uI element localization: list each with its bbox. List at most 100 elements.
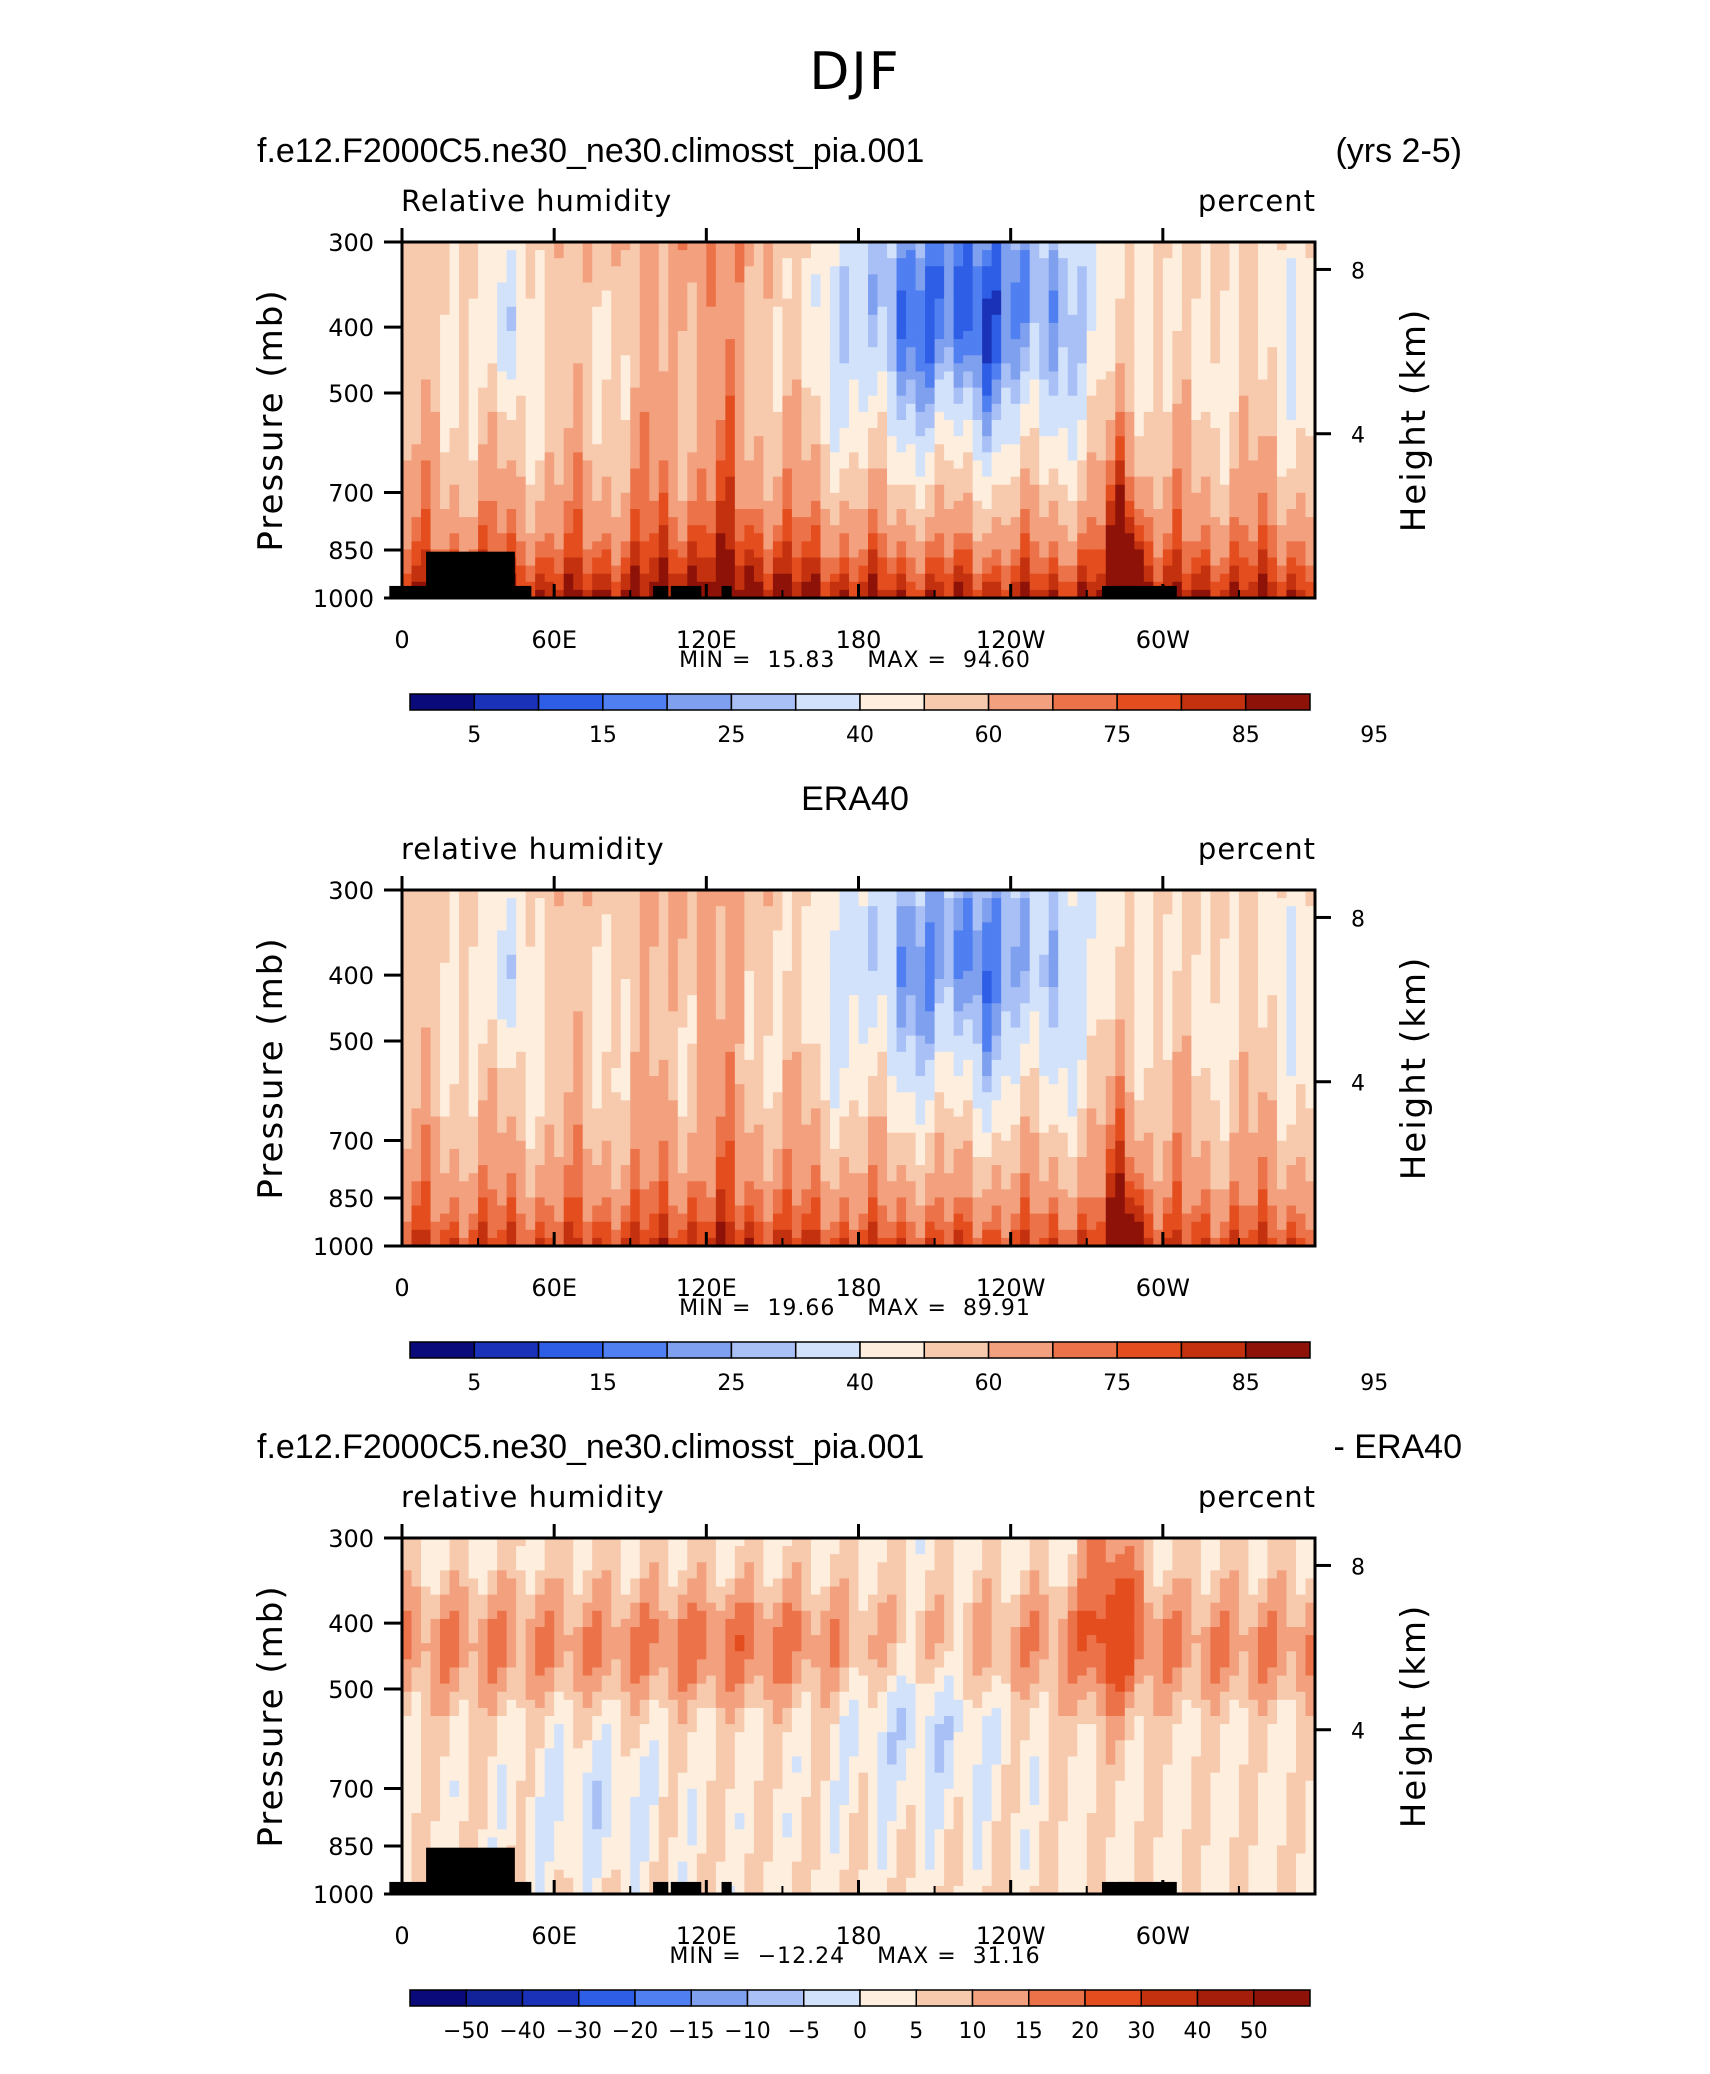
- contour-cell: [1143, 242, 1154, 251]
- contour-cell: [763, 355, 774, 364]
- contour-cell: [1115, 258, 1126, 267]
- contour-cell: [478, 533, 489, 542]
- contour-cell: [1162, 274, 1173, 284]
- contour-cell: [497, 250, 508, 259]
- contour-cell: [1200, 541, 1211, 551]
- contour-cell: [820, 581, 831, 591]
- contour-cell: [1020, 395, 1031, 405]
- contour-cell: [478, 468, 489, 478]
- contour-cell: [1001, 541, 1012, 551]
- contour-cell: [1172, 484, 1183, 494]
- contour-cell: [1143, 266, 1154, 275]
- contour-cell: [563, 541, 574, 551]
- contour-cell: [1096, 420, 1107, 429]
- contour-cell: [915, 266, 926, 275]
- contour-cell: [1305, 363, 1315, 373]
- contour-cell: [1286, 420, 1297, 429]
- contour-cell: [953, 266, 964, 275]
- contour-cell: [715, 282, 726, 292]
- contour-cell: [639, 403, 650, 413]
- contour-cell: [925, 266, 936, 275]
- contour-cell: [753, 258, 764, 267]
- contour-cell: [1181, 387, 1192, 397]
- contour-cell: [696, 906, 707, 915]
- contour-cell: [459, 347, 470, 356]
- contour-cell: [848, 565, 860, 575]
- contour-cell: [906, 938, 917, 948]
- contour-cell: [649, 541, 660, 551]
- contour-cell: [734, 387, 745, 397]
- contour-cell: [753, 347, 764, 356]
- contour-cell: [1124, 525, 1135, 534]
- contour-cell: [848, 411, 860, 421]
- contour-cell: [1295, 589, 1307, 598]
- contour-cell: [630, 938, 641, 948]
- contour-cell: [1295, 541, 1307, 551]
- contour-cell: [791, 379, 803, 389]
- contour-cell: [1181, 306, 1192, 316]
- contour-cell: [772, 922, 784, 932]
- contour-cell: [1077, 266, 1088, 275]
- contour-cell: [497, 914, 508, 923]
- contour-cell: [630, 274, 641, 284]
- contour-cell: [573, 549, 584, 559]
- contour-cell: [1238, 930, 1250, 940]
- contour-cell: [554, 258, 565, 267]
- contour-cell: [459, 533, 470, 542]
- contour-cell: [478, 890, 489, 899]
- contour-cell: [487, 339, 498, 348]
- contour-cell: [1077, 573, 1088, 583]
- contour-cell: [725, 525, 736, 534]
- contour-cell: [1248, 517, 1259, 526]
- contour-cell: [544, 938, 555, 948]
- contour-cell: [506, 363, 517, 373]
- contour-cell: [1096, 411, 1107, 421]
- contour-cell: [677, 452, 688, 462]
- contour-cell: [753, 395, 764, 405]
- contour-cell: [620, 403, 631, 413]
- contour-cell: [601, 274, 612, 284]
- contour-cell: [478, 363, 489, 373]
- contour-cell: [497, 306, 508, 316]
- contour-cell: [1048, 492, 1059, 502]
- contour-cell: [411, 517, 422, 526]
- contour-cell: [896, 339, 907, 348]
- contour-cell: [1181, 573, 1192, 583]
- contour-cell: [1134, 484, 1145, 494]
- contour-cell: [1086, 460, 1097, 470]
- contour-cell: [1295, 298, 1307, 308]
- contour-cell: [535, 500, 546, 510]
- contour-cell: [1077, 379, 1088, 389]
- contour-cell: [554, 420, 565, 429]
- contour-cell: [525, 403, 536, 413]
- contour-cell: [573, 541, 584, 551]
- contour-cell: [1286, 428, 1297, 437]
- contour-cell: [449, 314, 460, 324]
- contour-cell: [963, 509, 974, 518]
- contour-cell: [525, 533, 536, 542]
- contour-cell: [829, 371, 841, 381]
- contour-cell: [1067, 355, 1078, 364]
- contour-cell: [639, 428, 650, 437]
- contour-cell: [1295, 306, 1307, 316]
- contour-cell: [725, 322, 736, 332]
- x-tick-label: 60E: [531, 626, 577, 654]
- contour-cell: [896, 938, 907, 948]
- contour-cell: [1010, 565, 1021, 575]
- contour-cell: [554, 314, 565, 324]
- contour-cell: [858, 339, 869, 348]
- contour-cell: [858, 444, 869, 453]
- contour-cell: [963, 322, 974, 332]
- contour-cell: [715, 242, 726, 251]
- contour-cell: [1257, 476, 1269, 486]
- contour-cell: [1248, 573, 1259, 583]
- contour-cell: [1191, 371, 1202, 381]
- contour-cell: [1048, 938, 1059, 948]
- contour-cell: [1295, 468, 1307, 478]
- contour-cell: [715, 492, 726, 502]
- contour-cell: [554, 492, 565, 502]
- contour-cell: [696, 476, 707, 486]
- contour-cell: [525, 549, 536, 559]
- contour-cell: [839, 444, 850, 453]
- contour-cell: [1020, 347, 1031, 356]
